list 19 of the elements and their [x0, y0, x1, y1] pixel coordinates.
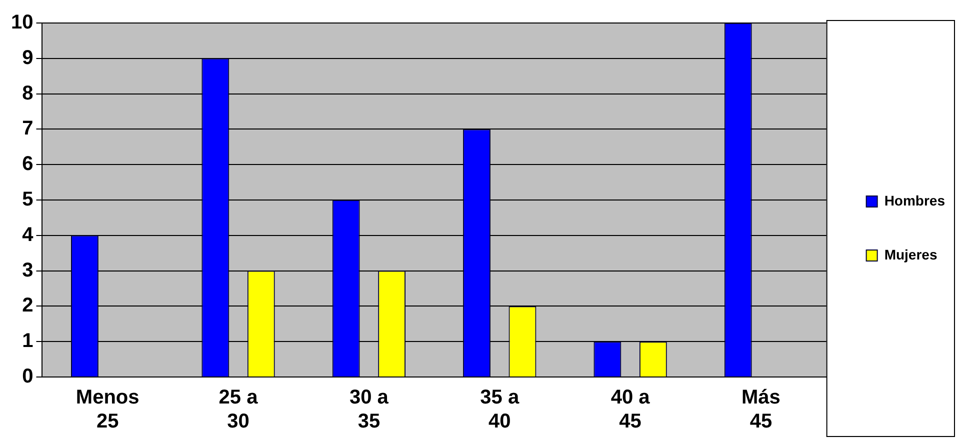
- y-tick-label: 1: [22, 330, 34, 352]
- x-tick-label: 30 a 35: [349, 386, 390, 433]
- x-tick-label: 35 a 40: [480, 386, 520, 433]
- y-tick-label: 3: [22, 259, 34, 282]
- legend-label: Mujeres: [884, 246, 938, 262]
- x-tick-label: Más 45: [742, 386, 780, 433]
- x-tick-label: 40 a 45: [610, 386, 651, 433]
- legend-label: Hombres: [884, 192, 946, 208]
- y-tick-label: 5: [22, 188, 34, 211]
- y-tick-label: 0: [22, 366, 34, 388]
- y-tick-label: 2: [22, 294, 34, 317]
- y-tick-label: 4: [22, 224, 34, 246]
- y-tick-label: 7: [22, 118, 34, 140]
- y-tick-label: 6: [22, 153, 34, 176]
- y-tick-label: 10: [10, 12, 34, 34]
- y-tick-label: 8: [22, 82, 34, 104]
- x-tick-label: Menos 25: [76, 386, 140, 433]
- x-tick-label: 25 a 30: [218, 386, 259, 433]
- y-tick-label: 9: [22, 46, 34, 69]
